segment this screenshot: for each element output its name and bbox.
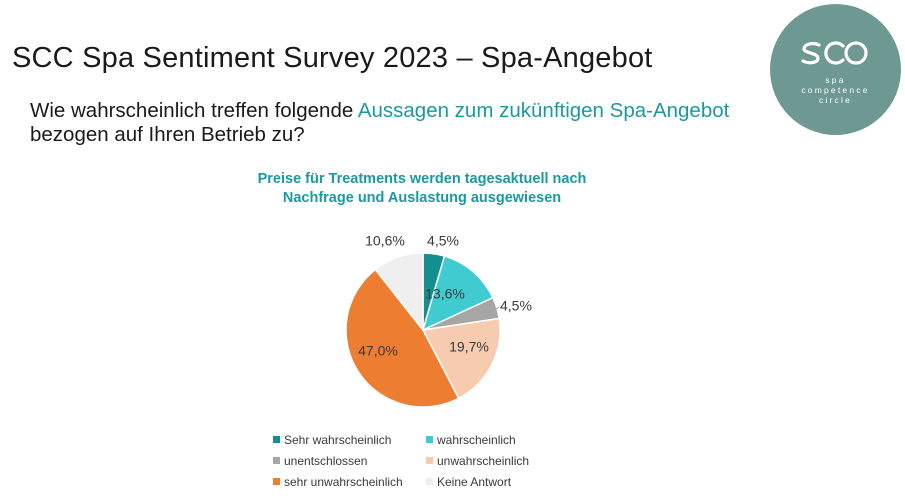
- legend-item-4: sehr unwahrscheinlich: [273, 475, 403, 489]
- pie-slice-3: [421, 317, 501, 400]
- legend-swatch-1: [426, 436, 433, 444]
- logo-text-spa: spa: [825, 75, 846, 85]
- pie-label-0: 4,5%: [427, 233, 459, 249]
- survey-question: Wie wahrscheinlich treffen folgende Auss…: [30, 99, 750, 147]
- legend-swatch-5: [426, 478, 433, 486]
- pie-slice-1: [421, 255, 494, 332]
- legend-swatch-4: [273, 478, 280, 486]
- legend-item-3: unwahrscheinlich: [426, 454, 529, 468]
- question-text-2: bezogen auf Ihren Betrieb zu?: [30, 123, 305, 146]
- legend-item-0: Sehr wahrscheinlich: [273, 433, 391, 447]
- legend-swatch-3: [426, 457, 433, 465]
- legend-label-2: unentschlossen: [284, 454, 368, 468]
- legend-label-4: sehr unwahrscheinlich: [284, 475, 403, 489]
- legend-item-1: wahrscheinlich: [426, 433, 516, 447]
- leader-line: [495, 306, 500, 310]
- logo-text-circle: circle: [818, 95, 853, 105]
- chart-title: Preise für Treatments werden tagesaktuel…: [257, 171, 587, 206]
- legend-swatch-2: [273, 457, 280, 465]
- question-text-1: Wie wahrscheinlich treffen folgende: [30, 99, 358, 122]
- pie-label-3: 19,7%: [449, 339, 489, 355]
- legend-label-1: wahrscheinlich: [437, 433, 516, 447]
- pie-label-1: 13,6%: [425, 286, 465, 302]
- pie-label-4: 47,0%: [358, 343, 398, 359]
- legend-label-0: Sehr wahrscheinlich: [284, 433, 392, 447]
- pie-slice-5: [374, 252, 424, 333]
- legend-item-2: unentschlossen: [273, 454, 367, 468]
- logo-text-competence: competence: [801, 85, 870, 95]
- pie-label-5: 10,6%: [365, 233, 405, 249]
- pie-label-2: 4,5%: [500, 298, 532, 314]
- legend-label-3: unwahrscheinlich: [437, 454, 530, 468]
- pie-slice-4: [345, 268, 460, 408]
- legend-item-5: Keine Antwort: [426, 475, 511, 489]
- company-logo: spa competence circle: [770, 4, 901, 135]
- question-highlight: Aussagen zum zukünftigen Spa-Angebot: [357, 99, 730, 122]
- page-title: SCC Spa Sentiment Survey 2023 – Spa-Ange…: [12, 42, 653, 74]
- legend-label-5: Keine Antwort: [437, 475, 512, 489]
- legend-swatch-0: [273, 436, 280, 444]
- scc-logo-mark-icon: [801, 41, 868, 65]
